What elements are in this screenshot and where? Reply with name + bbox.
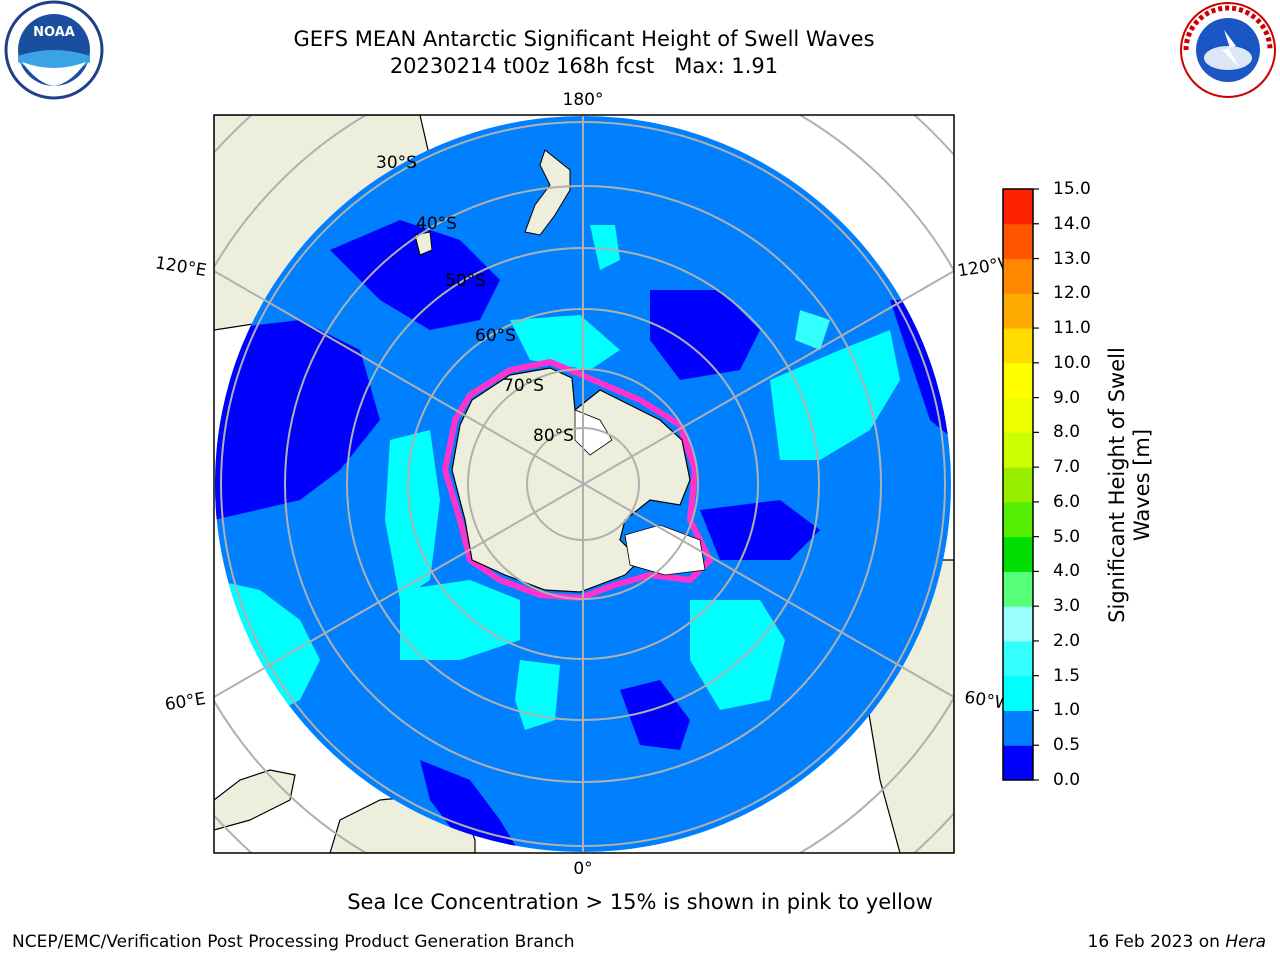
lon-label-0: 0° [573, 859, 592, 879]
region-low-4 [620, 680, 690, 750]
lat-label-50s: 50°S [445, 271, 486, 291]
colorbar-tick-label: 1.0 [1053, 700, 1081, 721]
colorbar-cell [1003, 710, 1033, 746]
colorbar-cell [1003, 745, 1033, 781]
colorbar-tick-label: 7.0 [1053, 457, 1081, 478]
colorbar-cell [1003, 397, 1033, 433]
colorbar-cell [1003, 536, 1033, 572]
lat-label-60s: 60°S [475, 326, 516, 346]
colorbar-tick-label: 9.0 [1053, 387, 1081, 408]
colorbar-cell [1003, 675, 1033, 711]
graticule [214, 115, 954, 853]
lon-label-120e: 120°E [154, 253, 208, 281]
region-low-6 [420, 760, 520, 852]
region-high-4 [690, 600, 785, 710]
colorbar [1003, 189, 1033, 781]
region-high-6 [510, 315, 620, 370]
region-high-9 [795, 310, 830, 350]
colorbar-frame [1002, 188, 1034, 781]
lon-label-180: 180° [563, 90, 604, 110]
colorbar-tick-label: 4.0 [1053, 561, 1081, 582]
colorbar-tick-label: 1.5 [1053, 665, 1081, 686]
colorbar-cell [1003, 362, 1033, 399]
region-high-3 [400, 580, 520, 660]
colorbar-tick-label: 12.0 [1053, 283, 1091, 304]
colorbar-tick-label: 13.0 [1053, 248, 1091, 269]
noaa-logo: NOAA [4, 0, 104, 100]
colorbar-tick-label: 11.0 [1053, 318, 1091, 339]
colorbar-tick-label: 0.5 [1053, 735, 1081, 756]
map-title: GEFS MEAN Antarctic Significant Height o… [0, 26, 1168, 80]
ice-shelf-ross [574, 409, 613, 456]
colorbar-cell [1003, 189, 1033, 225]
footer-date-text: 16 Feb 2023 on [1087, 932, 1226, 952]
sea-ice-caption: Sea Ice Concentration > 15% is shown in … [347, 890, 933, 914]
colorbar-cell [1003, 258, 1033, 294]
colorbar-cell [1003, 501, 1033, 538]
colorbar-cell [1003, 293, 1033, 329]
land-antarctica [451, 367, 691, 593]
sea-ice-edge [441, 358, 714, 602]
region-low-5 [700, 500, 820, 560]
region-high-2 [385, 430, 440, 600]
lat-label-80s: 80°S [533, 426, 574, 446]
colorbar-tick-label: 6.0 [1053, 491, 1081, 512]
lat-label-70s: 70°S [503, 376, 544, 396]
colorbar-tick-label: 10.0 [1053, 352, 1091, 373]
footer-host: Hera [1225, 932, 1266, 952]
colorbar-cell [1003, 467, 1033, 503]
colorbar-tick-label: 3.0 [1053, 596, 1081, 617]
land-madagascar [214, 769, 296, 831]
title-line-2: 20230214 t00z 168h fcst Max: 1.91 [389, 54, 779, 78]
colorbar-cell [1003, 606, 1033, 642]
noaa-logo-text: NOAA [33, 25, 75, 40]
colorbar-tick-label: 0.0 [1053, 770, 1081, 790]
colorbar-cell [1003, 328, 1033, 364]
colorbar-tick-label: 5.0 [1053, 526, 1081, 547]
land-tasmania [414, 231, 433, 256]
colorbar-tick-label: 8.0 [1053, 422, 1081, 443]
colorbar-cell [1003, 432, 1033, 468]
nws-logo [1180, 2, 1276, 98]
lat-label-30s: 30°S [376, 153, 417, 173]
colorbar-cell [1003, 571, 1033, 607]
colorbar-tick-label: 14.0 [1053, 213, 1091, 234]
region-high-8 [590, 225, 620, 270]
colorbar-cell [1003, 223, 1033, 260]
colorbar-tick-label: 15.0 [1053, 179, 1091, 199]
region-low-2 [330, 220, 500, 330]
lon-label-60e: 60°E [163, 689, 207, 715]
footer-credit: NCEP/EMC/Verification Post Processing Pr… [12, 932, 575, 952]
region-high-7 [515, 660, 560, 730]
region-high-5 [770, 330, 900, 460]
title-line-1: GEFS MEAN Antarctic Significant Height o… [293, 27, 875, 51]
land-new-zealand [524, 149, 571, 236]
map-frame [213, 114, 955, 854]
colorbar-cell [1003, 640, 1033, 677]
region-low-1 [215, 320, 380, 520]
region-low-3 [650, 290, 760, 380]
colorbar-label: Significant Height of Swell Waves [m] [1105, 347, 1154, 623]
footer-date: 16 Feb 2023 on Hera [1088, 932, 1266, 952]
lat-label-40s: 40°S [416, 214, 457, 234]
colorbar-tick-label: 2.0 [1053, 630, 1081, 651]
